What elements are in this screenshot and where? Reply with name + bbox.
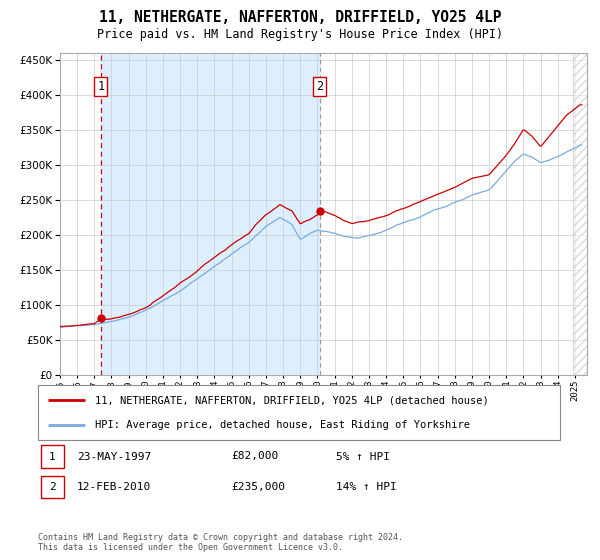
Text: 1: 1	[49, 451, 56, 461]
Text: £82,000: £82,000	[231, 451, 278, 461]
Bar	[573, 53, 587, 375]
Text: 14% ↑ HPI: 14% ↑ HPI	[335, 482, 396, 492]
FancyBboxPatch shape	[41, 476, 64, 498]
FancyBboxPatch shape	[41, 446, 64, 468]
Text: £235,000: £235,000	[231, 482, 285, 492]
Bar	[575, 53, 587, 375]
FancyBboxPatch shape	[38, 385, 560, 440]
Text: 1: 1	[97, 80, 104, 94]
Text: HPI: Average price, detached house, East Riding of Yorkshire: HPI: Average price, detached house, East…	[95, 419, 470, 430]
Text: 5% ↑ HPI: 5% ↑ HPI	[335, 451, 389, 461]
Text: Contains HM Land Registry data © Crown copyright and database right 2024.
This d: Contains HM Land Registry data © Crown c…	[38, 533, 403, 552]
Bar	[101, 53, 320, 375]
Text: 12-FEB-2010: 12-FEB-2010	[77, 482, 151, 492]
Text: 2: 2	[316, 80, 323, 94]
Text: 2: 2	[49, 482, 56, 492]
Text: 23-MAY-1997: 23-MAY-1997	[77, 451, 151, 461]
Text: 11, NETHERGATE, NAFFERTON, DRIFFIELD, YO25 4LP: 11, NETHERGATE, NAFFERTON, DRIFFIELD, YO…	[99, 10, 501, 25]
Text: Price paid vs. HM Land Registry's House Price Index (HPI): Price paid vs. HM Land Registry's House …	[97, 28, 503, 41]
Text: 11, NETHERGATE, NAFFERTON, DRIFFIELD, YO25 4LP (detached house): 11, NETHERGATE, NAFFERTON, DRIFFIELD, YO…	[95, 395, 489, 405]
